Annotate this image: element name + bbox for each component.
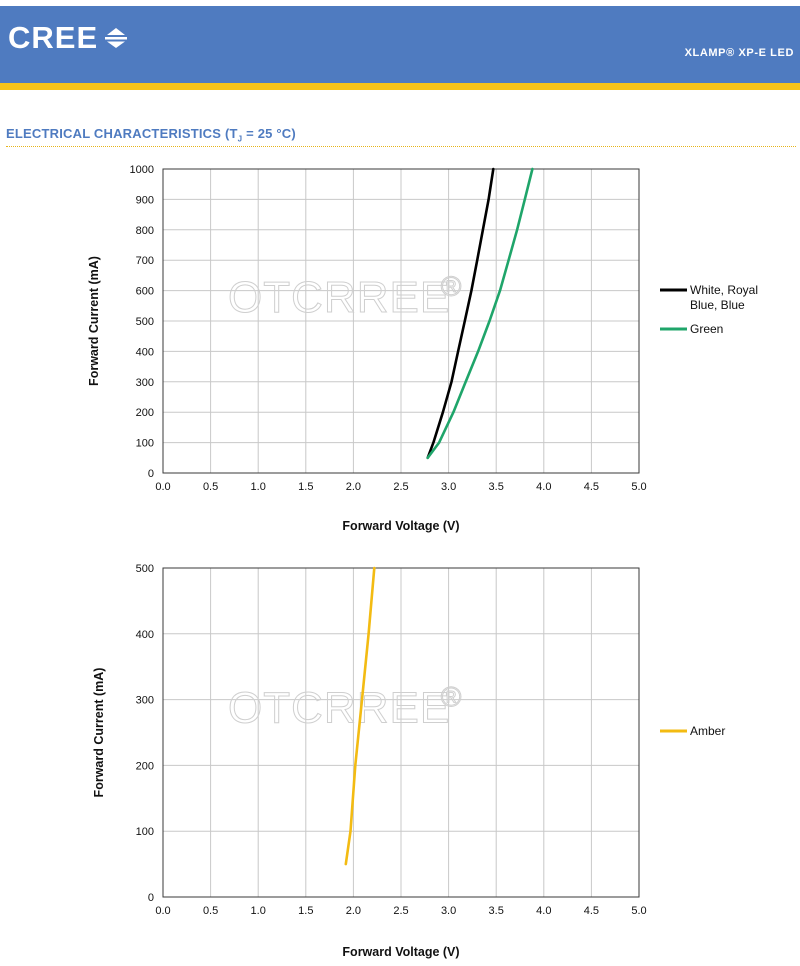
- legend-label-line: Blue, Blue: [690, 298, 745, 312]
- watermark-text: OTCRREE: [228, 273, 450, 322]
- plot-frame: [162, 567, 640, 898]
- y-axis-label: Forward Current (mA): [92, 668, 106, 798]
- y-tick-label: 1000: [130, 164, 154, 176]
- x-tick-label: 2.0: [346, 481, 361, 493]
- watermark-registered-mark: ®: [441, 271, 462, 302]
- y-tick-label: 100: [136, 826, 154, 838]
- x-tick-label: 4.5: [584, 481, 599, 493]
- x-tick-label: 2.5: [393, 905, 408, 917]
- y-tick-label: 500: [136, 563, 154, 575]
- product-name: XLAMP® XP-E LED: [684, 47, 794, 59]
- x-tick-label: 2.0: [346, 905, 361, 917]
- series-line-1: [344, 566, 376, 866]
- x-tick-label: 3.0: [441, 481, 456, 493]
- x-tick-label: 0.5: [203, 481, 218, 493]
- y-tick-label: 900: [136, 194, 154, 206]
- page-header: [0, 6, 800, 83]
- brand-logo: CREE: [8, 22, 129, 53]
- x-axis-label: Forward Voltage (V): [342, 945, 459, 959]
- x-tick-label: 4.5: [584, 905, 599, 917]
- section-title-suffix: = 25 °C): [242, 126, 296, 141]
- y-tick-label: 0: [148, 892, 154, 904]
- x-tick-label: 3.5: [489, 481, 504, 493]
- section-divider: [6, 146, 796, 147]
- legend-label-1: Amber: [690, 724, 725, 738]
- x-tick-label: 4.0: [536, 905, 551, 917]
- x-tick-label: 1.5: [298, 481, 313, 493]
- y-tick-label: 200: [136, 760, 154, 772]
- y-tick-label: 500: [136, 316, 154, 328]
- x-tick-label: 0.0: [155, 481, 170, 493]
- watermark-registered-mark: ®: [441, 682, 462, 713]
- y-tick-label: 200: [136, 407, 154, 419]
- y-tick-label: 300: [136, 377, 154, 389]
- header-accent-stripe: [0, 83, 800, 90]
- x-tick-label: 5.0: [631, 905, 646, 917]
- plot-frame: [162, 168, 640, 474]
- y-tick-label: 400: [136, 346, 154, 358]
- x-tick-label: 3.0: [441, 905, 456, 917]
- forward-current-chart-amber: OTCRREE® 0.0 0.5 1.0 1.5 2.0 2.5 3.0 3.5 4.0 4.5 5.…: [92, 563, 725, 959]
- y-tick-label: 100: [136, 438, 154, 450]
- watermark-text: OTCRREE: [228, 684, 450, 733]
- y-tick-label: 600: [136, 286, 154, 298]
- section-title-prefix: ELECTRICAL CHARACTERISTICS (T: [6, 126, 238, 141]
- brand-name: CREE: [8, 20, 99, 55]
- cree-logo-mark-icon: [105, 27, 128, 48]
- x-tick-label: 1.0: [251, 905, 266, 917]
- series-line-2: [426, 167, 534, 460]
- x-tick-label: 0.0: [155, 905, 170, 917]
- x-tick-label: 2.5: [393, 481, 408, 493]
- y-axis-label: Forward Current (mA): [87, 256, 101, 386]
- x-tick-label: 5.0: [631, 481, 646, 493]
- x-tick-label: 4.0: [536, 481, 551, 493]
- x-axis-label: Forward Voltage (V): [342, 519, 459, 533]
- section-title-subscript: J: [237, 134, 243, 144]
- y-tick-label: 700: [136, 255, 154, 267]
- legend-label-1: White, Royal Blue, Blue: [690, 283, 758, 312]
- x-tick-label: 3.5: [489, 905, 504, 917]
- y-tick-label: 300: [136, 695, 154, 707]
- section-title: ELECTRICAL CHARACTERISTICS (TJ = 25 °C): [6, 126, 296, 144]
- legend-label-2: Green: [690, 322, 723, 336]
- y-tick-label: 0: [148, 468, 154, 480]
- x-tick-label: 0.5: [203, 905, 218, 917]
- y-tick-label: 800: [136, 225, 154, 237]
- y-tick-label: 400: [136, 629, 154, 641]
- forward-current-chart-white-green: OTCRREE® 0.0 0.5 1.0 1.5 2.0 2.5 3.0 3.5 4.0 4.5 5.…: [87, 164, 758, 533]
- series-line-1: [426, 167, 495, 460]
- legend-label-line: White, Royal: [690, 283, 758, 297]
- x-tick-label: 1.0: [251, 481, 266, 493]
- x-tick-label: 1.5: [298, 905, 313, 917]
